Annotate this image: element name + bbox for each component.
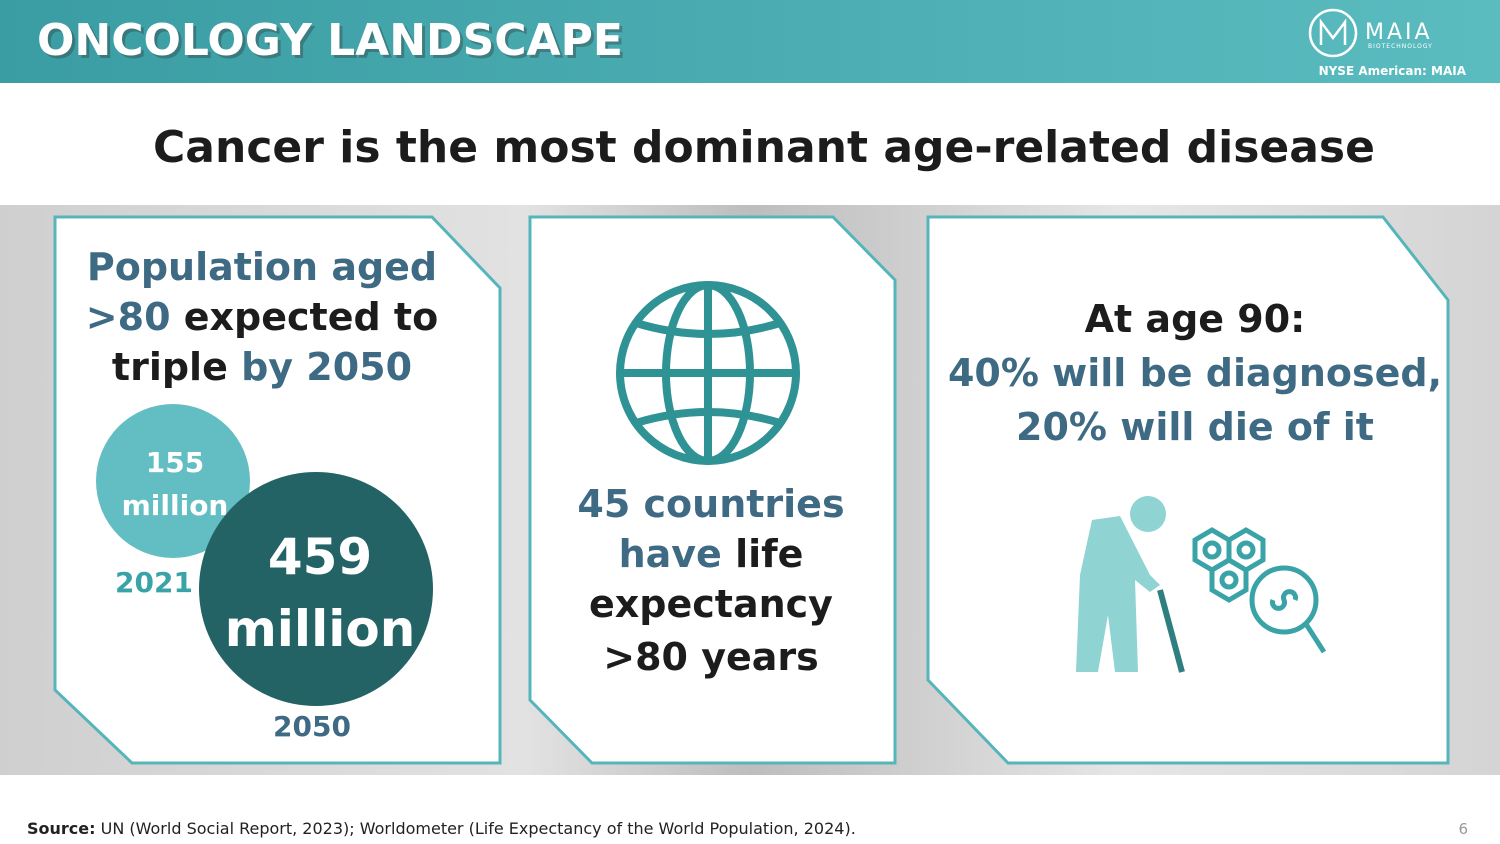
bubble-unit: million [122,489,229,522]
card-text: 40% will be diagnosed, [948,351,1442,395]
card-text: >80 years [603,635,819,679]
card-heading: Population aged [87,245,437,289]
globe-icon [616,281,800,465]
logo-name: MAIA [1365,20,1433,45]
card-text: 45 countries [577,482,844,526]
card-text: have life [619,532,804,576]
text-part: have [619,532,722,576]
ticker: NYSE American: MAIA [1319,64,1467,78]
card-text: At age 90: [1085,297,1306,341]
bubble-year: 2050 [273,710,351,743]
heading-text: triple [112,345,228,389]
card-text: expectancy [589,582,833,626]
header-bar [0,0,1500,83]
bubble-unit: million [225,600,416,658]
cells-icon [1192,527,1327,654]
bubble-2021 [96,404,250,558]
source: Source: UN (World Social Report, 2023); … [27,819,856,838]
logo: MAIA BIOTECHNOLOGY [1308,8,1433,58]
card-text: 20% will die of it [1016,405,1374,449]
text-part: life [735,532,803,576]
page-number: 6 [1458,820,1468,838]
bubble-year: 2021 [115,566,193,599]
elderly-icon [1076,496,1185,673]
heading-text: by 2050 [241,345,412,389]
bubble-number: 459 [268,528,372,586]
bubble-number: 155 [146,446,204,479]
source-text: UN (World Social Report, 2023); Worldome… [101,819,856,838]
card-heading: >80 expected to [86,295,438,339]
logo-tagline: BIOTECHNOLOGY [1368,43,1433,50]
heading-text: expected to [184,295,438,339]
heading-text: >80 [86,295,171,339]
heading-text: Population aged [87,245,437,289]
title: ONCOLOGY LANDSCAPE [37,15,623,66]
bubble-2050 [199,472,433,706]
card-heading: triple by 2050 [112,345,412,389]
headline: Cancer is the most dominant age-related … [153,122,1375,173]
title-shadow: ONCOLOGY LANDSCAPE [40,18,626,69]
card [926,215,1450,765]
text-part: 45 countries [577,482,844,526]
source-label: Source: [27,819,96,838]
